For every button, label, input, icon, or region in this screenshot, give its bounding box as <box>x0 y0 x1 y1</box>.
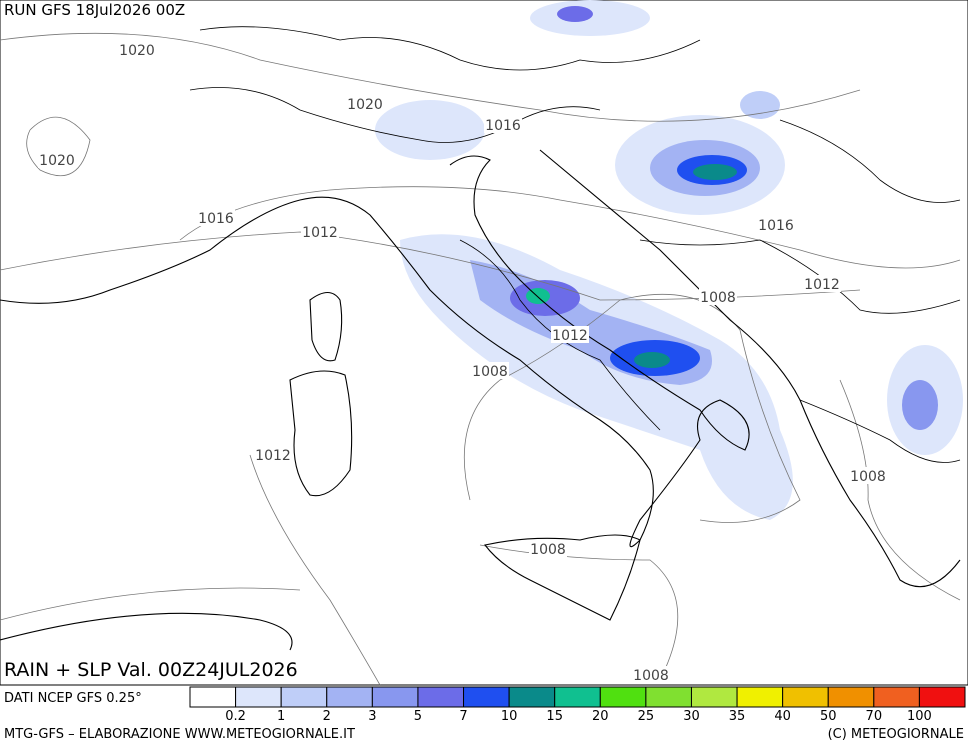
legend-swatch <box>736 686 784 708</box>
legend-swatch <box>463 686 510 708</box>
legend-tick-label: 50 <box>820 709 837 724</box>
legend-swatch <box>918 686 966 708</box>
isobar-label-bg <box>301 223 339 240</box>
rain-area <box>634 352 670 368</box>
legend-swatch <box>827 686 875 708</box>
isobar-label: 1008 <box>850 469 886 485</box>
border <box>189 87 601 143</box>
isobar <box>26 116 91 177</box>
legend-tick-label: 100 <box>907 709 932 724</box>
legend-tick-label: 2 <box>323 709 331 724</box>
isobar-label-bg <box>757 216 795 233</box>
isobar-label-bg <box>699 288 737 305</box>
legend-tick-label: 30 <box>683 709 700 724</box>
isobar-label-bg <box>484 116 522 133</box>
isobar-label: 1008 <box>530 542 566 558</box>
isobar-label-bg <box>551 326 589 343</box>
isobar <box>479 544 679 681</box>
isobar-label-bg <box>803 275 841 292</box>
legend-swatch <box>873 686 920 708</box>
legend-swatch <box>508 686 556 708</box>
isobar <box>179 186 961 269</box>
isobar <box>0 32 861 122</box>
legend-tick-label: 35 <box>729 709 746 724</box>
isobar-label: 1012 <box>302 225 338 241</box>
isobar-label-bg <box>471 362 509 379</box>
legend-tick-label: 3 <box>368 709 376 724</box>
isobar-label-bg <box>254 446 292 463</box>
rain-area <box>375 100 485 160</box>
legend-swatch <box>645 686 692 708</box>
isobar-label: 1020 <box>347 97 383 113</box>
isobar-label-bg <box>849 467 887 484</box>
island-sicily <box>484 534 641 621</box>
isobar-label: 1008 <box>700 290 736 306</box>
isobar-label: 1008 <box>472 364 508 380</box>
legend-swatch <box>326 686 373 708</box>
credits: MTG-GFS – ELABORAZIONE WWW.METEOGIORNALE… <box>4 727 355 742</box>
isobar-label: 1012 <box>255 448 291 464</box>
isobar-label-bg <box>529 540 567 557</box>
legend-swatch <box>371 686 419 708</box>
run-info: RUN GFS 18Jul2026 00Z <box>4 1 185 19</box>
isobar-label-bg <box>38 151 76 168</box>
legend-swatch <box>690 686 738 708</box>
isobar <box>463 293 801 523</box>
legend-swatch <box>782 686 829 708</box>
border <box>779 119 961 203</box>
map-title: RAIN + SLP Val. 00Z24JUL2026 <box>4 659 298 681</box>
rain-area <box>902 380 938 430</box>
legend-tick-label: 7 <box>459 709 467 724</box>
legend-swatch <box>280 686 328 708</box>
legend-tick-label: 25 <box>638 709 655 724</box>
rain-area <box>740 91 780 119</box>
legend-swatch <box>599 686 647 708</box>
borders <box>189 26 961 463</box>
legend-tick-label: 15 <box>546 709 563 724</box>
border <box>199 26 701 71</box>
isobar-label: 1020 <box>119 43 155 59</box>
isobar-label: 1016 <box>485 118 521 134</box>
isobar-label: 1016 <box>198 211 234 227</box>
legend-tick-label: 20 <box>592 709 609 724</box>
rain-area <box>526 288 550 304</box>
rain-area <box>693 164 737 180</box>
legend-tick-label: 40 <box>774 709 791 724</box>
legend-tick-label: 10 <box>501 709 518 724</box>
isobar-label: 1012 <box>552 328 588 344</box>
border <box>799 399 961 463</box>
isobar-label-bg <box>118 41 156 58</box>
isobar <box>249 454 381 686</box>
isobar-label: 1016 <box>758 218 794 234</box>
isobar-label-bg <box>632 666 670 683</box>
isobar-label: 1020 <box>39 153 75 169</box>
isobar-label: 1008 <box>633 668 669 684</box>
legend-tick-label: 70 <box>866 709 883 724</box>
legend-swatch <box>235 686 282 708</box>
border <box>639 239 961 314</box>
island-sardinia <box>289 370 353 497</box>
legend-tick-label: 1 <box>277 709 285 724</box>
color-legend: 0.2 1 2 3 5 7 10 15 20 25 30 35 40 50 70 100 <box>189 686 966 724</box>
rain-area <box>557 6 593 22</box>
isobar-labels: 1020 1020 1020 1016 1016 1016 1012 1012 1012 1012… <box>38 41 887 684</box>
isobar <box>0 587 301 621</box>
legend-swatch <box>417 686 465 708</box>
coastline <box>539 149 961 588</box>
legend-tick-label: 5 <box>414 709 422 724</box>
data-source: DATI NCEP GFS 0.25° <box>4 691 142 706</box>
isobar-label: 1012 <box>804 277 840 293</box>
isobar-label-bg <box>197 209 235 226</box>
island-corsica <box>309 291 343 362</box>
coastline <box>0 612 293 651</box>
isobar-label-bg <box>346 95 384 112</box>
legend-tick-label: 0.2 <box>225 709 246 724</box>
legend-swatch <box>554 686 601 708</box>
legend-swatch <box>189 686 237 708</box>
isobar <box>839 379 961 601</box>
coastlines <box>0 149 961 651</box>
copyright: (C) METEOGIORNALE <box>828 727 964 742</box>
